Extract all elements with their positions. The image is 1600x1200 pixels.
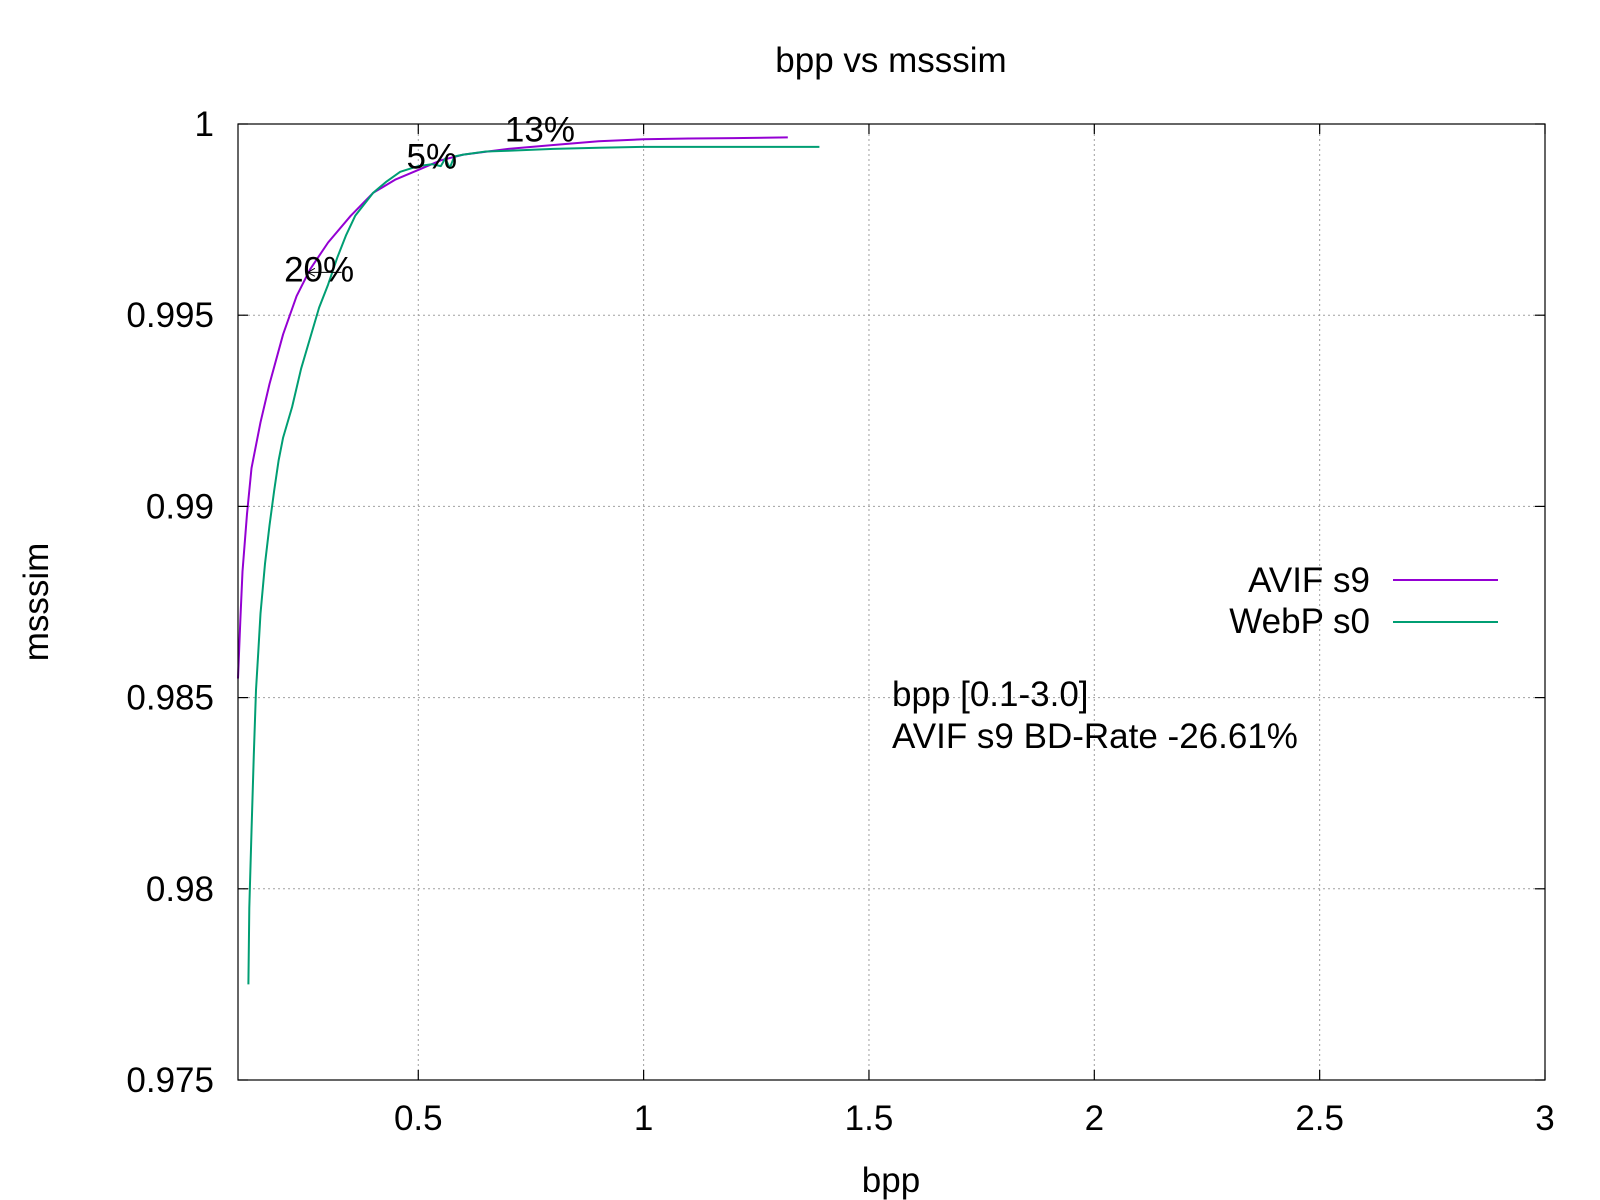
- y-tick-label: 1: [195, 105, 214, 144]
- annotation-arrowhead: [306, 267, 316, 277]
- legend-label-avif-s9: AVIF s9: [1248, 561, 1370, 600]
- y-tick-label: 0.99: [146, 487, 214, 526]
- annotation-label: 13%: [505, 111, 575, 150]
- x-tick-label: 1: [634, 1099, 653, 1138]
- y-axis-label: msssim: [17, 543, 56, 662]
- x-tick-label: 2: [1085, 1099, 1104, 1138]
- plot-frame: [237, 123, 1546, 1081]
- annotations: 20% 5% 13%: [284, 111, 575, 290]
- series-line-avif-s9: [237, 136, 788, 679]
- series-group: [237, 136, 820, 985]
- y-tick-label: 0.98: [146, 870, 214, 909]
- series-line-webp-s0: [247, 145, 820, 985]
- legend: AVIF s9 WebP s0: [1229, 561, 1498, 641]
- legend-label-webp-s0: WebP s0: [1229, 602, 1370, 641]
- chart-title: bpp vs msssim: [775, 41, 1006, 80]
- annotation-label: 5%: [406, 138, 457, 177]
- y-tick-label: 0.995: [126, 296, 214, 335]
- x-tick-label: 3: [1535, 1099, 1554, 1138]
- grid: [238, 124, 1545, 1080]
- y-tick-label: 0.975: [126, 1061, 214, 1100]
- ticks: 0.5 1 1.5 2 2.5 3 0.975 0.98 0.985 0.99 0.995 1: [126, 105, 1554, 1138]
- x-tick-label: 2.5: [1295, 1099, 1344, 1138]
- bd-rate-info: bpp [0.1-3.0] AVIF s9 BD-Rate -26.61%: [892, 675, 1298, 756]
- info-bd-rate: AVIF s9 BD-Rate -26.61%: [892, 717, 1298, 756]
- x-tick-label: 0.5: [394, 1099, 443, 1138]
- x-tick-label: 1.5: [845, 1099, 894, 1138]
- y-tick-label: 0.985: [126, 679, 214, 718]
- annotation-label: 20%: [284, 250, 354, 289]
- x-axis-label: bpp: [862, 1161, 920, 1200]
- info-bpp-range: bpp [0.1-3.0]: [892, 675, 1089, 714]
